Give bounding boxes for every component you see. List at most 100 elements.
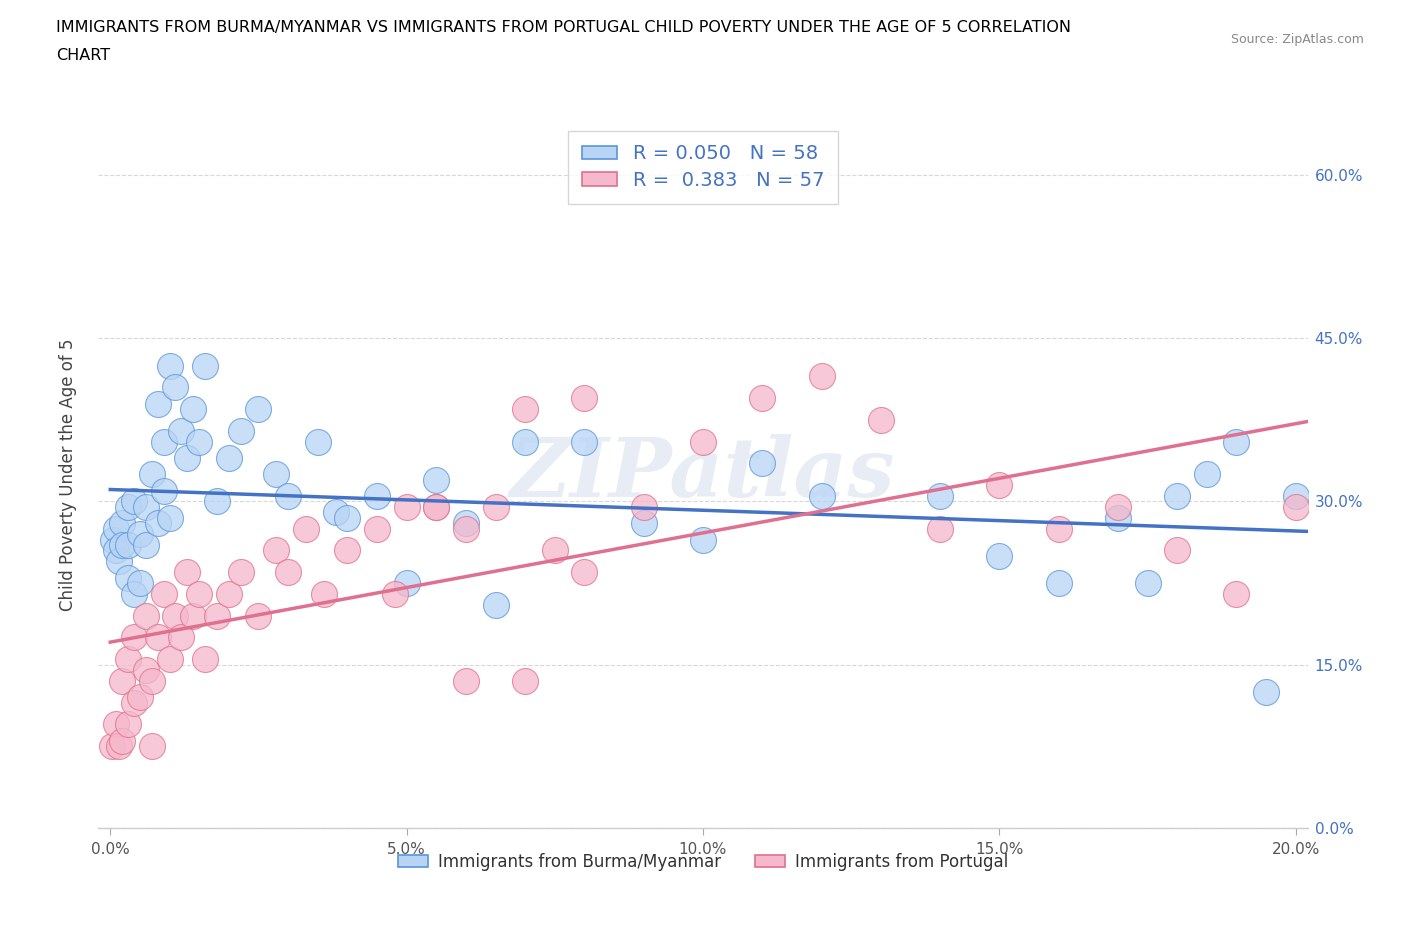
Point xyxy=(152,434,174,449)
Point xyxy=(574,434,596,449)
Point xyxy=(152,587,174,602)
Point xyxy=(117,652,139,667)
Point xyxy=(146,516,169,531)
Point xyxy=(146,630,169,644)
Point xyxy=(165,608,187,623)
Point xyxy=(165,379,187,394)
Point xyxy=(135,608,157,623)
Point xyxy=(1195,467,1218,482)
Point xyxy=(395,499,418,514)
Legend: Immigrants from Burma/Myanmar, Immigrants from Portugal: Immigrants from Burma/Myanmar, Immigrant… xyxy=(389,844,1017,880)
Point xyxy=(247,608,270,623)
Point xyxy=(181,608,204,623)
Point xyxy=(1136,576,1159,591)
Point xyxy=(692,532,714,547)
Point xyxy=(108,554,131,569)
Point xyxy=(988,549,1011,564)
Point xyxy=(1107,499,1129,514)
Point xyxy=(384,587,406,602)
Point xyxy=(574,565,596,579)
Point xyxy=(751,456,773,471)
Point xyxy=(111,516,134,531)
Point xyxy=(176,565,198,579)
Point xyxy=(295,521,318,536)
Text: CHART: CHART xyxy=(56,48,110,63)
Point xyxy=(366,488,388,503)
Point xyxy=(1047,521,1070,536)
Point xyxy=(988,478,1011,493)
Y-axis label: Child Poverty Under the Age of 5: Child Poverty Under the Age of 5 xyxy=(59,338,77,611)
Point xyxy=(159,511,181,525)
Point xyxy=(1166,488,1188,503)
Point xyxy=(247,402,270,417)
Point xyxy=(1107,511,1129,525)
Point xyxy=(264,467,287,482)
Point xyxy=(141,467,163,482)
Point xyxy=(515,434,537,449)
Point xyxy=(633,499,655,514)
Point xyxy=(129,526,152,541)
Point xyxy=(264,543,287,558)
Point xyxy=(454,673,477,688)
Point xyxy=(135,499,157,514)
Point xyxy=(484,597,506,612)
Point xyxy=(1254,684,1277,699)
Point xyxy=(159,358,181,373)
Point xyxy=(218,450,240,465)
Point xyxy=(117,499,139,514)
Point xyxy=(1285,499,1308,514)
Point xyxy=(159,652,181,667)
Point xyxy=(929,521,952,536)
Point xyxy=(425,499,447,514)
Point xyxy=(188,587,211,602)
Point xyxy=(325,505,347,520)
Point xyxy=(122,494,145,509)
Point xyxy=(810,488,832,503)
Point xyxy=(205,608,228,623)
Point xyxy=(122,696,145,711)
Point xyxy=(336,511,359,525)
Point xyxy=(152,484,174,498)
Point xyxy=(129,690,152,705)
Point xyxy=(170,630,193,644)
Point xyxy=(146,396,169,411)
Point xyxy=(454,521,477,536)
Point xyxy=(307,434,329,449)
Point xyxy=(336,543,359,558)
Point xyxy=(1047,576,1070,591)
Point xyxy=(277,488,299,503)
Point xyxy=(1225,587,1247,602)
Point xyxy=(574,391,596,405)
Point xyxy=(188,434,211,449)
Point xyxy=(105,521,128,536)
Point xyxy=(111,733,134,748)
Point xyxy=(141,673,163,688)
Point xyxy=(111,538,134,552)
Point xyxy=(117,717,139,732)
Point xyxy=(141,738,163,753)
Point xyxy=(176,450,198,465)
Point xyxy=(810,369,832,384)
Text: Source: ZipAtlas.com: Source: ZipAtlas.com xyxy=(1230,33,1364,46)
Text: ZIPatlas: ZIPatlas xyxy=(510,434,896,514)
Text: IMMIGRANTS FROM BURMA/MYANMAR VS IMMIGRANTS FROM PORTUGAL CHILD POVERTY UNDER TH: IMMIGRANTS FROM BURMA/MYANMAR VS IMMIGRA… xyxy=(56,20,1071,35)
Point xyxy=(425,472,447,487)
Point xyxy=(929,488,952,503)
Point xyxy=(1285,488,1308,503)
Point xyxy=(277,565,299,579)
Point xyxy=(312,587,335,602)
Point xyxy=(194,652,217,667)
Point xyxy=(544,543,567,558)
Point xyxy=(1166,543,1188,558)
Point xyxy=(170,423,193,438)
Point xyxy=(229,565,252,579)
Point xyxy=(218,587,240,602)
Point xyxy=(111,673,134,688)
Point xyxy=(229,423,252,438)
Point xyxy=(122,587,145,602)
Point xyxy=(135,662,157,677)
Point xyxy=(366,521,388,536)
Point xyxy=(117,570,139,585)
Point xyxy=(633,516,655,531)
Point xyxy=(117,538,139,552)
